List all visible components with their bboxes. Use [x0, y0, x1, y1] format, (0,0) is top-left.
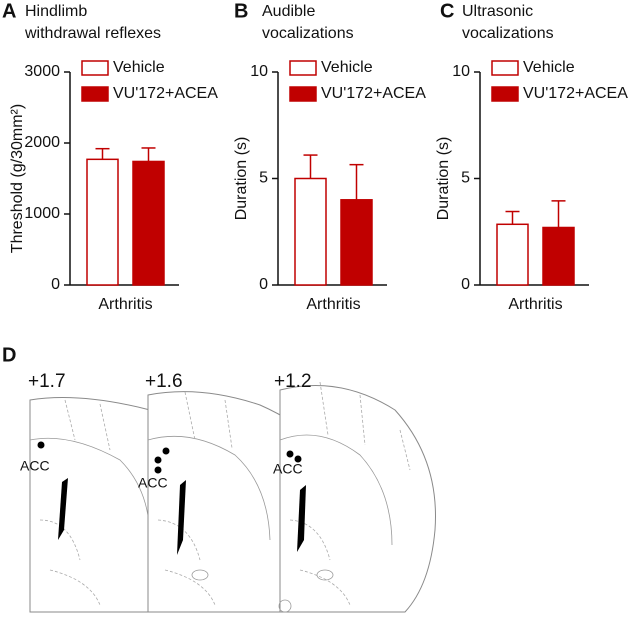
- legend-swatch: [81, 86, 109, 102]
- legend-label: Vehicle: [113, 59, 165, 76]
- injection-site: [286, 450, 294, 458]
- corpus-callosum: [147, 435, 271, 541]
- bar: [542, 226, 575, 286]
- x-tick-label: Arthritis: [98, 296, 152, 313]
- brain-detail: [157, 391, 233, 606]
- panel-letter: A: [2, 0, 16, 22]
- injection-site: [154, 466, 162, 474]
- injection-site: [154, 456, 162, 464]
- legend-label: Vehicle: [523, 59, 575, 76]
- legend-label: VU'172+ACEA: [523, 85, 628, 102]
- injection-site: [162, 447, 170, 455]
- legend-swatch: [491, 86, 519, 102]
- injection-site: [37, 441, 45, 449]
- y-axis-label: Threshold (g/30mm²): [9, 104, 26, 253]
- panel-letter: C: [440, 0, 454, 22]
- bar: [132, 160, 165, 286]
- panel-letter: B: [234, 0, 248, 22]
- brain-detail: [39, 399, 111, 606]
- y-axis-label: Duration (s): [233, 137, 250, 221]
- y-tick-label: 3000: [24, 63, 60, 80]
- legend-label: VU'172+ACEA: [321, 85, 426, 102]
- brain-detail: [191, 569, 209, 581]
- legend-swatch: [289, 86, 317, 102]
- y-tick-label: 10: [250, 63, 268, 80]
- bar: [340, 199, 373, 286]
- ventricle: [58, 478, 68, 540]
- y-tick-label: 2000: [24, 134, 60, 151]
- y-axis-label: Duration (s): [435, 137, 452, 221]
- y-tick-label: 0: [461, 276, 470, 293]
- x-tick-label: Arthritis: [306, 296, 360, 313]
- y-tick-label: 10: [452, 63, 470, 80]
- chart-title: vocalizations: [462, 25, 554, 42]
- injection-site: [294, 455, 302, 463]
- legend-swatch: [491, 60, 519, 76]
- legend-label: VU'172+ACEA: [113, 85, 218, 102]
- ventricle: [177, 480, 186, 555]
- corpus-callosum: [29, 437, 151, 541]
- chart-title: Ultrasonic: [462, 3, 533, 20]
- brain-detail: [316, 569, 334, 581]
- brain-outline: [279, 385, 436, 613]
- chart-title: Hindlimb: [25, 3, 87, 20]
- bar: [294, 177, 327, 286]
- ventricle: [297, 485, 306, 552]
- section-label: +1.2: [274, 371, 312, 392]
- brain-detail: [289, 381, 411, 606]
- chart-title: vocalizations: [262, 25, 354, 42]
- section-label: +1.6: [145, 371, 183, 392]
- bar: [86, 158, 119, 286]
- bar: [496, 223, 529, 286]
- legend-swatch: [81, 60, 109, 76]
- section-label: +1.7: [28, 371, 66, 392]
- chart-title: withdrawal reflexes: [24, 25, 161, 42]
- brain-detail: [278, 599, 292, 613]
- region-label: ACC: [138, 475, 168, 491]
- y-tick-label: 5: [461, 170, 470, 187]
- brain-sections: [29, 381, 436, 613]
- panel-letter: D: [2, 344, 16, 366]
- x-tick-label: Arthritis: [508, 296, 562, 313]
- y-tick-label: 0: [51, 276, 60, 293]
- y-tick-label: 0: [259, 276, 268, 293]
- legend-swatch: [289, 60, 317, 76]
- y-tick-label: 5: [259, 170, 268, 187]
- chart-title: Audible: [262, 3, 315, 20]
- region-label: ACC: [20, 458, 50, 474]
- corpus-callosum: [279, 434, 393, 546]
- y-tick-label: 1000: [24, 205, 60, 222]
- region-label: ACC: [273, 461, 303, 477]
- legend-label: Vehicle: [321, 59, 373, 76]
